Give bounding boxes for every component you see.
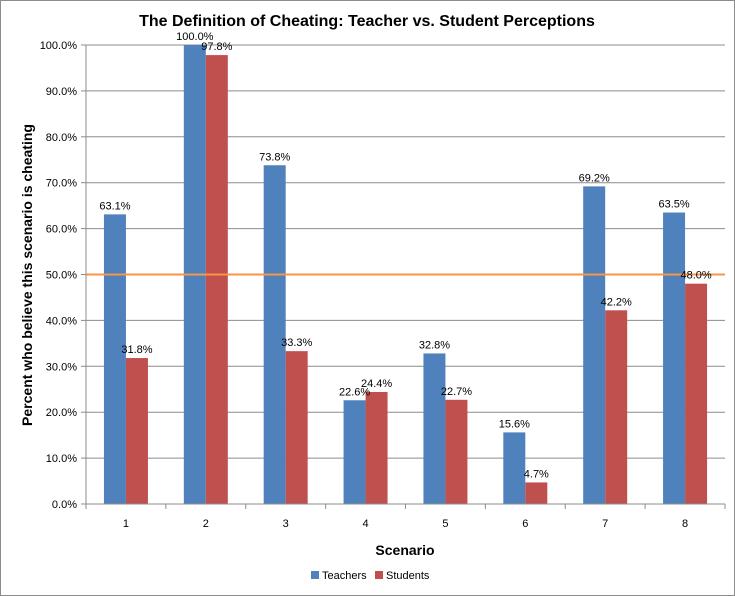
bar-teachers-4	[343, 400, 366, 504]
data-labels: 63.1% 31.8% 100.0%97.8% 73.8% 33.3% 22.6%24.4…	[99, 31, 712, 480]
x-tick-label: 8	[682, 518, 688, 530]
x-tick-label: 5	[442, 518, 448, 530]
x-tick-label: 1	[123, 518, 129, 530]
bar-students-5	[445, 399, 468, 504]
bar-teachers-1	[103, 214, 126, 504]
bar-teachers-6	[503, 432, 526, 504]
data-label: 42.2%	[601, 296, 632, 308]
x-tick-label: 7	[602, 518, 608, 530]
bars	[103, 45, 708, 505]
bar-teachers-8	[663, 212, 686, 504]
data-label: 33.3%	[281, 337, 312, 349]
legend-swatch-teachers	[311, 571, 319, 579]
bar-students-8	[685, 283, 708, 504]
data-label: 69.2%	[579, 172, 610, 184]
y-tick-label: 80.0%	[46, 132, 77, 144]
data-label: 100.0%	[176, 31, 214, 43]
x-axis: 1 2 3 4 5 6 7 8	[85, 45, 726, 530]
legend-swatch-students	[375, 571, 383, 579]
bar-students-1	[125, 358, 148, 504]
y-tick-label: 90.0%	[46, 86, 77, 98]
data-label: 63.1%	[99, 200, 130, 212]
legend-label: Students	[386, 570, 430, 582]
y-tick-label: 10.0%	[46, 453, 77, 465]
x-tick-label: 4	[363, 518, 369, 530]
y-tick-label: 0.0%	[52, 499, 77, 511]
data-label: 24.4%	[361, 378, 392, 390]
bar-students-6	[525, 482, 548, 504]
bar-students-3	[285, 351, 308, 504]
y-axis-title: Percent who believe this scenario is che…	[19, 124, 35, 426]
data-label: 22.7%	[441, 386, 472, 398]
data-label: 4.7%	[524, 468, 549, 480]
bar-teachers-5	[423, 353, 446, 504]
y-tick-label: 60.0%	[46, 224, 77, 236]
bar-teachers-3	[263, 165, 286, 504]
data-label: 15.6%	[499, 418, 530, 430]
data-label: 32.8%	[419, 339, 450, 351]
bar-students-7	[605, 310, 628, 504]
y-tick-label: 100.0%	[40, 40, 78, 52]
data-label: 22.6%	[339, 386, 370, 398]
x-tick-label: 2	[203, 518, 209, 530]
data-label: 97.8%	[201, 41, 232, 53]
data-label: 63.5%	[658, 199, 689, 211]
y-tick-label: 40.0%	[46, 315, 77, 327]
bar-students-4	[365, 392, 388, 504]
x-tick-label: 6	[522, 518, 528, 530]
y-tick-label: 70.0%	[46, 178, 77, 190]
y-axis-ticks: 0.0% 10.0% 20.0% 30.0% 40.0% 50.0% 60.0% 70.0% 8…	[40, 40, 86, 511]
x-axis-title: Scenario	[375, 542, 434, 558]
legend: Teachers Students	[311, 570, 430, 582]
chart-title: The Definition of Cheating: Teacher vs. …	[139, 13, 595, 30]
bar-teachers-7	[583, 186, 606, 504]
y-tick-label: 20.0%	[46, 407, 77, 419]
x-tick-label: 3	[283, 518, 289, 530]
data-label: 73.8%	[259, 151, 290, 163]
y-tick-label: 30.0%	[46, 361, 77, 373]
data-label: 48.0%	[680, 270, 711, 282]
y-tick-label: 50.0%	[46, 270, 77, 282]
bar-students-2	[205, 55, 228, 505]
data-label: 31.8%	[121, 344, 152, 356]
legend-label: Teachers	[322, 570, 367, 582]
